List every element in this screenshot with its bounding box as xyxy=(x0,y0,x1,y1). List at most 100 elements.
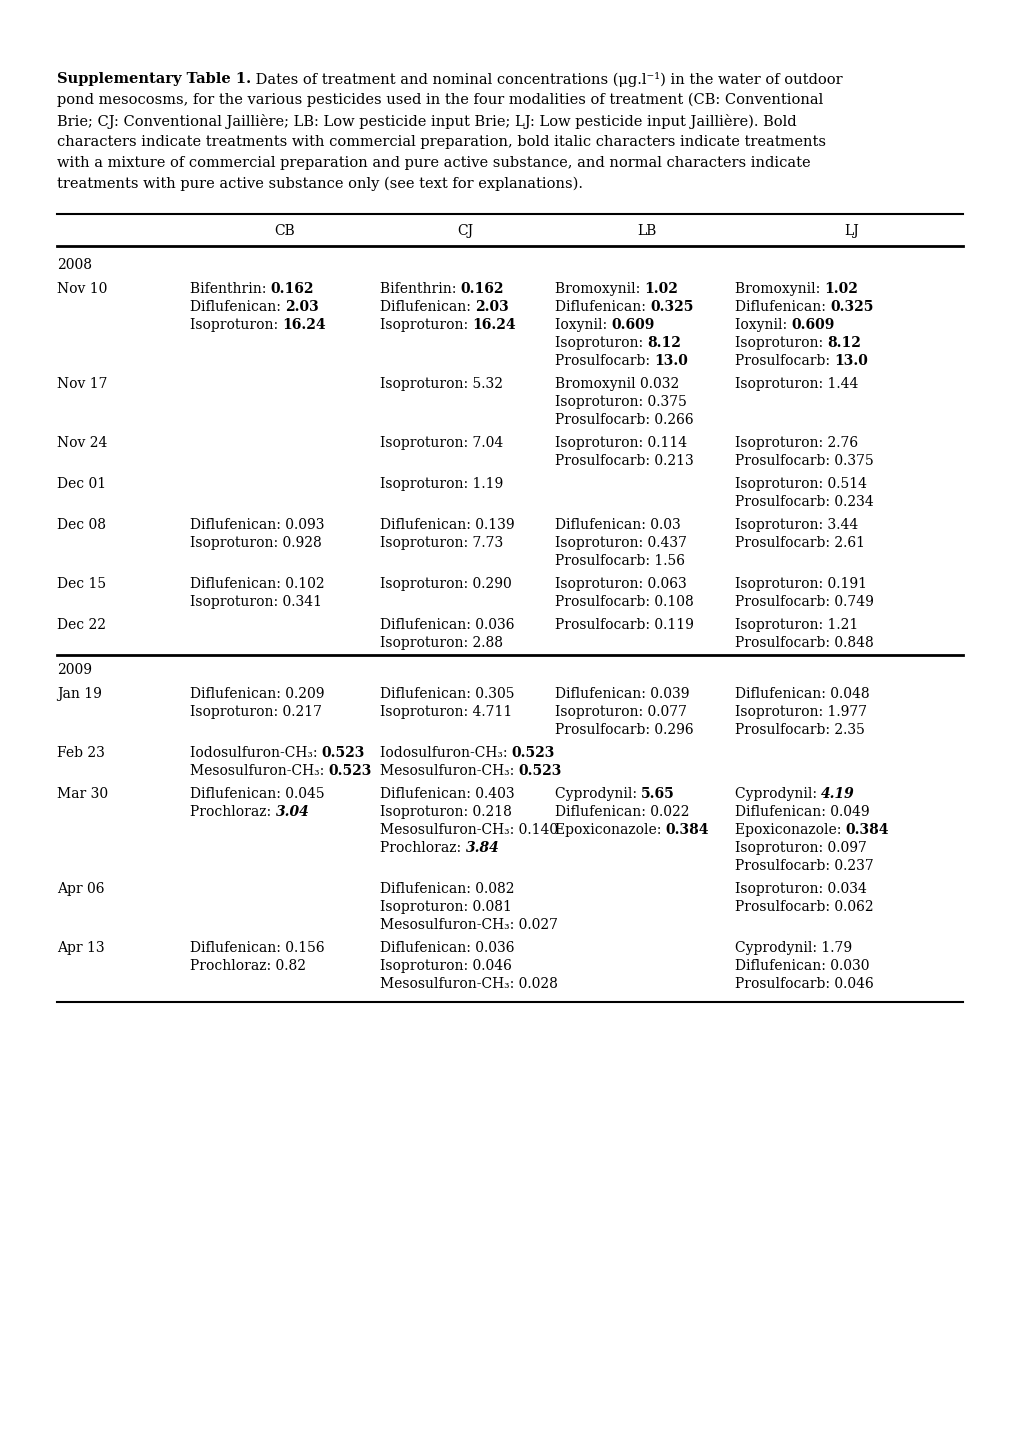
Text: 8.12: 8.12 xyxy=(826,336,860,351)
Text: 13.0: 13.0 xyxy=(654,354,688,368)
Text: Isoproturon: 1.21: Isoproturon: 1.21 xyxy=(735,618,857,632)
Text: Isoproturon: 1.977: Isoproturon: 1.977 xyxy=(735,706,866,719)
Text: Diflufenican: 0.102: Diflufenican: 0.102 xyxy=(190,577,324,592)
Text: Diflufenican: 0.209: Diflufenican: 0.209 xyxy=(190,687,324,701)
Text: Isoproturon: 2.76: Isoproturon: 2.76 xyxy=(735,436,857,450)
Text: Diflufenican: 0.039: Diflufenican: 0.039 xyxy=(554,687,689,701)
Text: Jan 19: Jan 19 xyxy=(57,687,102,701)
Text: Isoproturon:: Isoproturon: xyxy=(190,317,282,332)
Text: Bromoxynil 0.032: Bromoxynil 0.032 xyxy=(554,377,679,391)
Text: Diflufenican: 0.093: Diflufenican: 0.093 xyxy=(190,518,324,532)
Text: 16.24: 16.24 xyxy=(282,317,326,332)
Text: Isoproturon: 0.375: Isoproturon: 0.375 xyxy=(554,395,686,408)
Text: Diflufenican: 0.030: Diflufenican: 0.030 xyxy=(735,960,868,973)
Text: Isoproturon: 0.928: Isoproturon: 0.928 xyxy=(190,535,321,550)
Text: Mesosulfuron-CH₃: 0.027: Mesosulfuron-CH₃: 0.027 xyxy=(380,918,557,932)
Text: Prosulfocarb: 2.61: Prosulfocarb: 2.61 xyxy=(735,535,864,550)
Text: Isoproturon: 0.034: Isoproturon: 0.034 xyxy=(735,882,866,896)
Text: 2.03: 2.03 xyxy=(475,300,508,315)
Text: Iodosulfuron-CH₃:: Iodosulfuron-CH₃: xyxy=(190,746,322,760)
Text: 0.523: 0.523 xyxy=(328,763,372,778)
Text: Prosulfocarb: 0.234: Prosulfocarb: 0.234 xyxy=(735,495,873,509)
Text: Isoproturon: 7.73: Isoproturon: 7.73 xyxy=(380,535,502,550)
Text: Brie; CJ: Conventional Jaillière; LB: Low pesticide input Brie; LJ: Low pesticid: Brie; CJ: Conventional Jaillière; LB: Lo… xyxy=(57,114,796,128)
Text: Isoproturon: 0.077: Isoproturon: 0.077 xyxy=(554,706,687,719)
Text: Isoproturon: 0.341: Isoproturon: 0.341 xyxy=(190,595,322,609)
Text: Isoproturon: 0.063: Isoproturon: 0.063 xyxy=(554,577,686,592)
Text: treatments with pure active substance only (see text for explanations).: treatments with pure active substance on… xyxy=(57,177,583,192)
Text: Isoproturon: 7.04: Isoproturon: 7.04 xyxy=(380,436,502,450)
Text: Diflufenican: 0.305: Diflufenican: 0.305 xyxy=(380,687,514,701)
Text: 1.02: 1.02 xyxy=(823,281,858,296)
Text: Mar 30: Mar 30 xyxy=(57,786,108,801)
Text: Dec 01: Dec 01 xyxy=(57,478,106,491)
Text: Mesosulfuron-CH₃: 0.140: Mesosulfuron-CH₃: 0.140 xyxy=(380,823,557,837)
Text: Prosulfocarb: 0.108: Prosulfocarb: 0.108 xyxy=(554,595,693,609)
Text: Prosulfocarb: 0.119: Prosulfocarb: 0.119 xyxy=(554,618,693,632)
Text: Apr 06: Apr 06 xyxy=(57,882,104,896)
Text: 0.609: 0.609 xyxy=(791,317,835,332)
Text: Ioxynil:: Ioxynil: xyxy=(735,317,791,332)
Text: Nov 10: Nov 10 xyxy=(57,281,107,296)
Text: Isoproturon:: Isoproturon: xyxy=(554,336,647,351)
Text: Mesosulfuron-CH₃:: Mesosulfuron-CH₃: xyxy=(380,763,518,778)
Text: 3.84: 3.84 xyxy=(465,841,498,856)
Text: Prosulfocarb: 0.296: Prosulfocarb: 0.296 xyxy=(554,723,693,737)
Text: pond mesocosms, for the various pesticides used in the four modalities of treatm: pond mesocosms, for the various pesticid… xyxy=(57,92,822,107)
Text: 4.19: 4.19 xyxy=(820,786,854,801)
Text: Diflufenican: 0.048: Diflufenican: 0.048 xyxy=(735,687,869,701)
Text: Diflufenican: 0.03: Diflufenican: 0.03 xyxy=(554,518,680,532)
Text: Diflufenican: 0.049: Diflufenican: 0.049 xyxy=(735,805,869,820)
Text: Apr 13: Apr 13 xyxy=(57,941,105,955)
Text: Prochloraz:: Prochloraz: xyxy=(380,841,465,856)
Text: Isoproturon:: Isoproturon: xyxy=(380,317,472,332)
Text: Prosulfocarb: 0.266: Prosulfocarb: 0.266 xyxy=(554,413,693,427)
Text: Isoproturon: 0.217: Isoproturon: 0.217 xyxy=(190,706,322,719)
Text: Prosulfocarb: 0.237: Prosulfocarb: 0.237 xyxy=(735,859,873,873)
Text: Mesosulfuron-CH₃:: Mesosulfuron-CH₃: xyxy=(190,763,328,778)
Text: Isoproturon: 0.191: Isoproturon: 0.191 xyxy=(735,577,866,592)
Text: Prochloraz: 0.82: Prochloraz: 0.82 xyxy=(190,960,306,973)
Text: Prosulfocarb:: Prosulfocarb: xyxy=(735,354,834,368)
Text: Diflufenican: 0.156: Diflufenican: 0.156 xyxy=(190,941,324,955)
Text: Prosulfocarb: 0.749: Prosulfocarb: 0.749 xyxy=(735,595,873,609)
Text: Isoproturon: 0.514: Isoproturon: 0.514 xyxy=(735,478,866,491)
Text: Diflufenican: 0.036: Diflufenican: 0.036 xyxy=(380,941,514,955)
Text: Bromoxynil:: Bromoxynil: xyxy=(554,281,644,296)
Text: Nov 24: Nov 24 xyxy=(57,436,107,450)
Text: Diflufenican: 0.036: Diflufenican: 0.036 xyxy=(380,618,514,632)
Text: Prochloraz:: Prochloraz: xyxy=(190,805,275,820)
Text: Diflufenican:: Diflufenican: xyxy=(554,300,650,315)
Text: LB: LB xyxy=(637,224,656,238)
Text: CB: CB xyxy=(274,224,296,238)
Text: 2008: 2008 xyxy=(57,258,92,271)
Text: Prosulfocarb: 0.213: Prosulfocarb: 0.213 xyxy=(554,455,693,468)
Text: Dec 22: Dec 22 xyxy=(57,618,106,632)
Text: Mesosulfuron-CH₃: 0.028: Mesosulfuron-CH₃: 0.028 xyxy=(380,977,557,991)
Text: Diflufenican: 0.403: Diflufenican: 0.403 xyxy=(380,786,515,801)
Text: Diflufenican:: Diflufenican: xyxy=(380,300,475,315)
Text: Isoproturon: 0.081: Isoproturon: 0.081 xyxy=(380,900,512,913)
Text: Isoproturon: 2.88: Isoproturon: 2.88 xyxy=(380,636,502,649)
Text: Dec 15: Dec 15 xyxy=(57,577,106,592)
Text: Cyprodynil: 1.79: Cyprodynil: 1.79 xyxy=(735,941,851,955)
Text: Diflufenican: 0.045: Diflufenican: 0.045 xyxy=(190,786,324,801)
Text: Diflufenican:: Diflufenican: xyxy=(735,300,829,315)
Text: Ioxynil:: Ioxynil: xyxy=(554,317,611,332)
Text: Feb 23: Feb 23 xyxy=(57,746,105,760)
Text: 0.384: 0.384 xyxy=(665,823,708,837)
Text: 0.523: 0.523 xyxy=(518,763,561,778)
Text: Isoproturon: 4.711: Isoproturon: 4.711 xyxy=(380,706,512,719)
Text: Isoproturon: 0.046: Isoproturon: 0.046 xyxy=(380,960,512,973)
Text: Isoproturon: 0.114: Isoproturon: 0.114 xyxy=(554,436,687,450)
Text: Isoproturon: 5.32: Isoproturon: 5.32 xyxy=(380,377,502,391)
Text: Supplementary Table 1.: Supplementary Table 1. xyxy=(57,72,251,87)
Text: Isoproturon: 0.290: Isoproturon: 0.290 xyxy=(380,577,512,592)
Text: Diflufenican: 0.139: Diflufenican: 0.139 xyxy=(380,518,515,532)
Text: 1.02: 1.02 xyxy=(644,281,678,296)
Text: LJ: LJ xyxy=(844,224,859,238)
Text: Diflufenican: 0.082: Diflufenican: 0.082 xyxy=(380,882,514,896)
Text: 0.325: 0.325 xyxy=(829,300,872,315)
Text: 0.162: 0.162 xyxy=(270,281,314,296)
Text: 2009: 2009 xyxy=(57,662,92,677)
